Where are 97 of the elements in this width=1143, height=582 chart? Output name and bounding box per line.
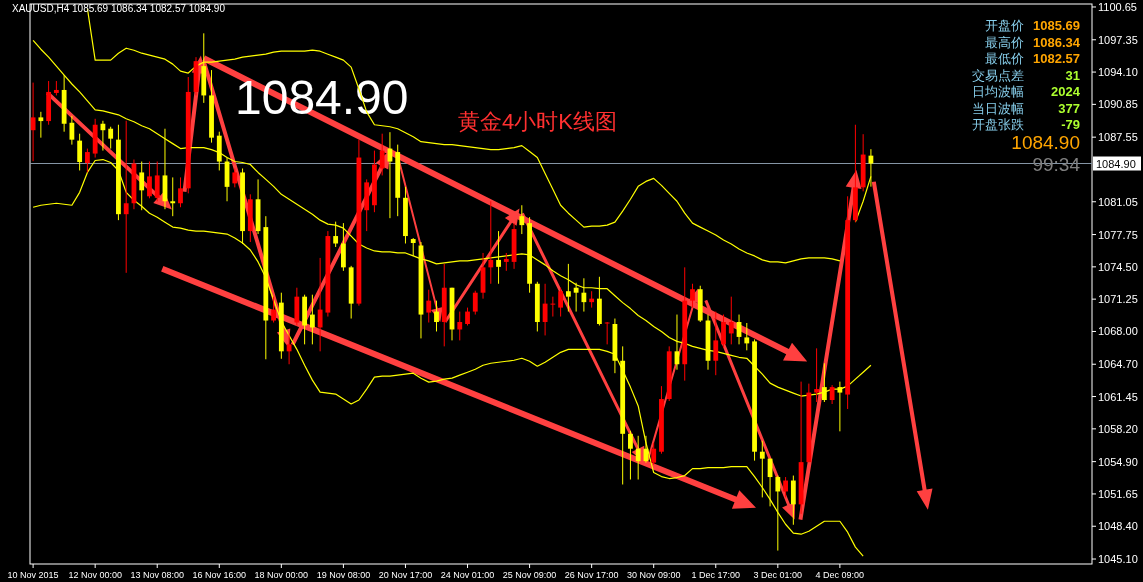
y-tick-label: 1100.65 (1098, 0, 1137, 13)
candlestick (38, 111, 44, 139)
candlestick (783, 476, 788, 498)
y-tick-label: 1061.45 (1098, 390, 1138, 403)
candlestick (829, 384, 835, 405)
text: 1086.34 (1033, 34, 1081, 50)
candlestick (232, 167, 238, 188)
text: 黄金4小时K线图 (458, 109, 617, 134)
text: 开盘价 (985, 18, 1024, 33)
candlestick (379, 133, 385, 176)
y-tick-label: 1071.25 (1098, 293, 1138, 306)
candlestick (123, 120, 129, 274)
candlestick (154, 161, 160, 202)
candlestick (573, 282, 579, 313)
x-tick-label: 20 Nov 17:00 (378, 570, 433, 580)
candlestick (496, 230, 501, 285)
x-tick-label: 12 Nov 00:00 (68, 570, 122, 580)
candlestick (69, 115, 75, 146)
candlestick (472, 290, 478, 316)
y-tick-label: 1048.40 (1098, 520, 1138, 533)
candlestick (635, 435, 641, 481)
y-tick-label: 1087.55 (1098, 131, 1138, 144)
candlestick (581, 277, 587, 313)
y-tick-label: 1077.75 (1098, 228, 1138, 241)
y-tick-label: 1051.65 (1098, 487, 1138, 500)
x-tick-label: 30 Nov 09:00 (626, 570, 681, 580)
text: -79 (1061, 117, 1080, 132)
text: 日均波幅 (972, 84, 1024, 99)
chart-subtitle: XAUUSD,H4 1085.69 1086.34 1082.57 1084.90 (12, 3, 226, 14)
candlestick (628, 430, 633, 481)
x-tick-label: 26 Nov 17:00 (564, 570, 619, 580)
candlestick (550, 296, 556, 318)
candlestick (30, 82, 36, 162)
x-tick-label: 4 Dec 09:00 (815, 570, 865, 580)
candlestick (170, 176, 176, 217)
candlestick (542, 283, 548, 336)
ref-line-label: 1084.90 (1096, 157, 1136, 170)
candlestick (721, 314, 726, 349)
y-tick-label: 1058.20 (1098, 422, 1138, 435)
candlestick (790, 475, 796, 526)
candlestick (713, 311, 719, 376)
candlestick (814, 347, 820, 403)
candlestick (341, 222, 346, 272)
candlestick (77, 133, 83, 171)
candlestick (744, 322, 750, 351)
annotation: 1084.90 (1011, 132, 1080, 153)
candlestick (604, 321, 610, 345)
candlestick (333, 221, 339, 248)
x-tick-label: 10 Nov 2015 (7, 570, 59, 580)
candlestick (434, 300, 439, 332)
candlestick (558, 287, 564, 318)
x-tick-label: 24 Nov 01:00 (440, 570, 495, 580)
candlestick (651, 442, 657, 466)
candlestick (728, 296, 734, 345)
candlestick (271, 296, 276, 324)
y-tick-label: 1068.00 (1098, 325, 1138, 338)
x-tick-label: 19 Nov 08:00 (316, 570, 371, 580)
candlestick (147, 161, 152, 199)
candlestick (457, 311, 463, 341)
x-tick-label: 3 Dec 01:00 (753, 570, 803, 580)
y-tick-label: 1094.10 (1098, 66, 1138, 79)
text: 377 (1058, 100, 1080, 116)
text: 31 (1065, 67, 1080, 83)
y-tick-label: 1064.70 (1098, 358, 1138, 371)
candlestick (565, 263, 571, 313)
candlestick (108, 126, 114, 150)
candlestick (775, 475, 781, 552)
y-tick-label: 1097.35 (1098, 33, 1138, 46)
y-tick-label: 1074.50 (1098, 260, 1138, 273)
x-tick-label: 16 Nov 16:00 (192, 570, 247, 580)
x-tick-label: 25 Nov 09:00 (502, 570, 557, 580)
text: 1082.57 (1033, 51, 1080, 66)
x-tick-label: 1 Dec 17:00 (691, 570, 741, 580)
candlestick (519, 204, 525, 235)
candlestick (759, 440, 765, 498)
candlestick (690, 283, 695, 309)
text: 1085.69 (1033, 18, 1080, 33)
candlestick (317, 257, 323, 352)
candlestick (309, 294, 315, 345)
x-tick-label: 18 Nov 00:00 (254, 570, 309, 580)
x-tick-label: 13 Nov 08:00 (130, 570, 184, 580)
y-tick-label: 1081.05 (1098, 195, 1138, 208)
y-tick-label: 1054.90 (1098, 455, 1138, 468)
text: 交易点差 (972, 67, 1024, 83)
text: 最低价 (985, 51, 1024, 66)
y-tick-label: 1090.85 (1098, 98, 1138, 111)
text: 开盘张跌 (972, 117, 1024, 132)
y-tick-label: 1045.10 (1098, 553, 1138, 566)
candlestick (286, 332, 292, 365)
candlestick (85, 148, 90, 173)
candlestick (178, 176, 183, 208)
text: 最高价 (985, 34, 1024, 50)
candlestick (426, 289, 432, 324)
candlestick (488, 200, 494, 285)
text: 2024 (1051, 84, 1081, 99)
candlestick (139, 161, 145, 211)
text: 当日波幅 (972, 100, 1024, 116)
